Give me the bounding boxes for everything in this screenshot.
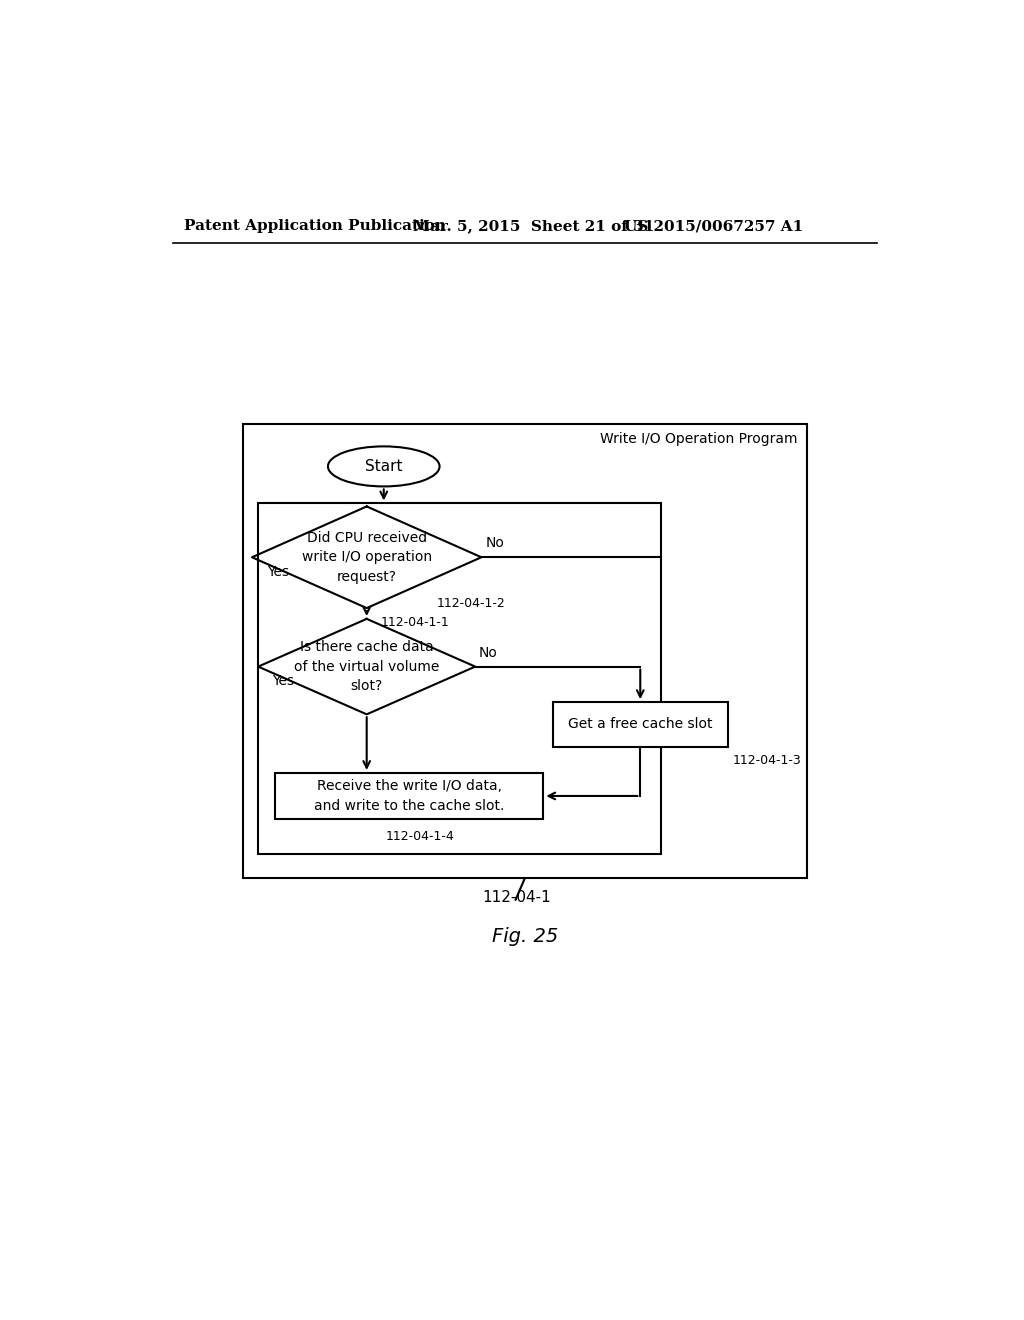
Bar <box>553 702 728 747</box>
Text: Start: Start <box>365 459 402 474</box>
Text: Yes: Yes <box>272 675 294 688</box>
Text: 112-04-1-4: 112-04-1-4 <box>386 830 455 843</box>
Text: Yes: Yes <box>267 565 290 579</box>
Text: No: No <box>485 536 504 550</box>
Text: Get a free cache slot: Get a free cache slot <box>568 717 713 731</box>
Text: 112-04-1-1: 112-04-1-1 <box>381 615 450 628</box>
Text: 112-04-1: 112-04-1 <box>482 890 551 906</box>
Bar <box>243 424 807 878</box>
Text: Write I/O Operation Program: Write I/O Operation Program <box>600 433 798 446</box>
Bar <box>275 774 544 818</box>
Text: Mar. 5, 2015  Sheet 21 of 31: Mar. 5, 2015 Sheet 21 of 31 <box>414 219 654 234</box>
Text: Fig. 25: Fig. 25 <box>492 927 558 945</box>
Text: 112-04-1-2: 112-04-1-2 <box>436 597 505 610</box>
Text: 112-04-1-3: 112-04-1-3 <box>732 755 801 767</box>
Text: US 2015/0067257 A1: US 2015/0067257 A1 <box>624 219 803 234</box>
Bar <box>258 503 662 854</box>
Text: Receive the write I/O data,
and write to the cache slot.: Receive the write I/O data, and write to… <box>314 779 505 813</box>
Text: Patent Application Publication: Patent Application Publication <box>183 219 445 234</box>
Text: Did CPU received
write I/O operation
request?: Did CPU received write I/O operation req… <box>302 531 432 583</box>
Text: No: No <box>479 645 498 660</box>
Text: Is there cache data
of the virtual volume
slot?: Is there cache data of the virtual volum… <box>294 640 439 693</box>
Ellipse shape <box>328 446 439 487</box>
